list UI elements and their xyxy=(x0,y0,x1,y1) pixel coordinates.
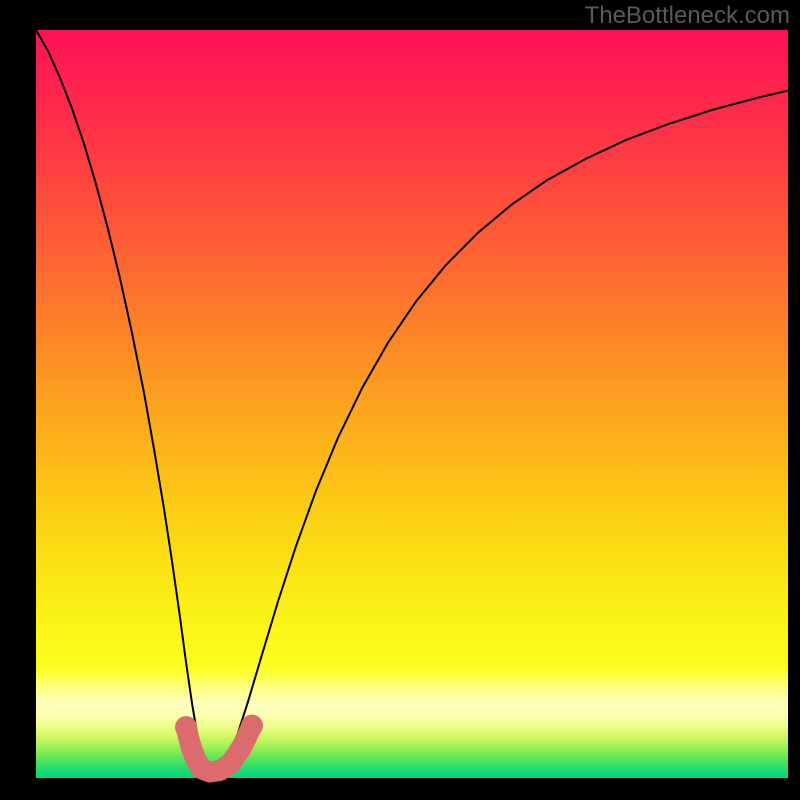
plot-background-gradient xyxy=(36,30,788,778)
chart-root: TheBottleneck.com xyxy=(0,0,800,800)
watermark-text: TheBottleneck.com xyxy=(585,2,790,30)
